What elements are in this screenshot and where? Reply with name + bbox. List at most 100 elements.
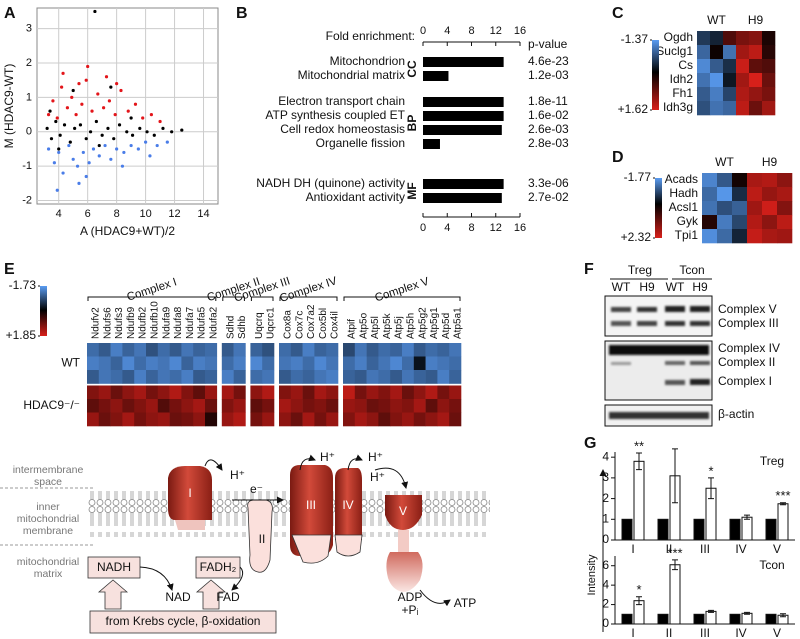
point [97,143,101,148]
gene-label: Sdhb [237,315,248,339]
heat-cell [747,215,763,230]
point [133,102,138,106]
gene-label: Cox5bl [318,308,329,339]
y-tick-label: 2 [602,491,609,505]
complex-numeral: I [188,486,191,500]
heat-cell [134,385,147,400]
nad-label: NAD [165,590,191,604]
bar [693,613,705,625]
point [58,133,62,137]
complex-iv-shape [335,468,362,540]
heat-cell [697,101,711,116]
heat-cell [354,412,367,427]
colorbar-label: +2.32 [621,230,652,244]
gene-label: Ndufa7 [185,306,196,339]
column-label: H9 [762,155,778,169]
row-group-label: HDAC9⁻/⁻ [23,398,80,412]
group-label: CC [405,60,419,78]
heat-cell [110,385,123,400]
heat-cell [749,87,763,102]
heat-cell [390,385,403,400]
x-tick-label: 6 [85,208,91,220]
y-axis-label: M (HDAC9-WT) [2,64,16,149]
point [141,116,145,120]
plot-frame [36,7,219,205]
heat-cell [122,412,135,427]
band [665,361,685,365]
point [67,143,71,148]
heat-cell [736,101,750,116]
x-tick-label: 16 [514,25,526,37]
heat-cell [326,399,339,413]
heat-cell [181,370,194,384]
bar [765,613,777,625]
heat-cell [697,45,711,60]
heat-cell [425,412,438,427]
bar [423,97,504,107]
point [61,171,65,175]
adp-label: ADP [398,590,423,604]
heat-cell [402,412,415,427]
heat-cell [749,73,763,88]
heat-cell [326,412,339,427]
heat-cell [777,229,793,244]
heat-cell [736,45,750,60]
heat-cell [250,356,263,371]
bar [705,610,717,625]
point [46,147,51,151]
x-tick-label: I [631,542,634,556]
heat-cell [732,187,748,202]
band [690,306,710,312]
point [129,116,133,120]
category-label: Mitochondrial matrix [298,68,405,82]
bar [423,193,502,203]
point [103,143,107,148]
lane-label: WT [666,280,685,294]
complex-label: Complex V [373,276,431,305]
heat-cell [233,399,246,413]
heat-cell [110,343,123,357]
heat-cell [314,412,327,427]
y-tick-label: -2 [22,194,32,206]
heat-cell [302,356,315,371]
region-label: inner [36,501,60,513]
colorbar-label: +1.62 [618,102,649,116]
heat-cell [710,45,724,60]
heat-cell [146,370,159,384]
x-tick-label: 4 [56,208,62,220]
point [70,95,74,100]
heat-cell [366,370,379,384]
point [80,102,84,106]
band [611,362,631,365]
heat-cell [250,399,263,413]
x-tick-label: 8 [468,25,474,37]
heat-cell [366,399,379,413]
band [690,321,710,326]
bar [741,516,753,541]
heat-cell [302,370,315,384]
error-bar [672,448,678,504]
x-tick-label: II [666,626,673,639]
heat-cell [122,385,135,400]
point [115,147,119,151]
bar [657,613,669,625]
complex-bracket [279,296,338,301]
heat-cell [702,187,718,202]
y-tick-label: 3 [602,470,609,484]
point [136,147,140,151]
y-tick-label: 1 [26,91,32,103]
complex-bracket [343,296,461,301]
heat-cell [326,385,339,400]
heat-cell [378,356,391,371]
heat-cell [233,356,246,371]
heat-cell [762,201,778,216]
heat-cell [437,412,450,427]
heat-cell [762,187,778,202]
heat-cell [205,356,218,371]
bar [423,139,440,149]
x-tick-label: 0 [420,222,426,234]
point [52,161,56,165]
heat-cell [343,385,356,400]
heat-cell [402,385,415,400]
